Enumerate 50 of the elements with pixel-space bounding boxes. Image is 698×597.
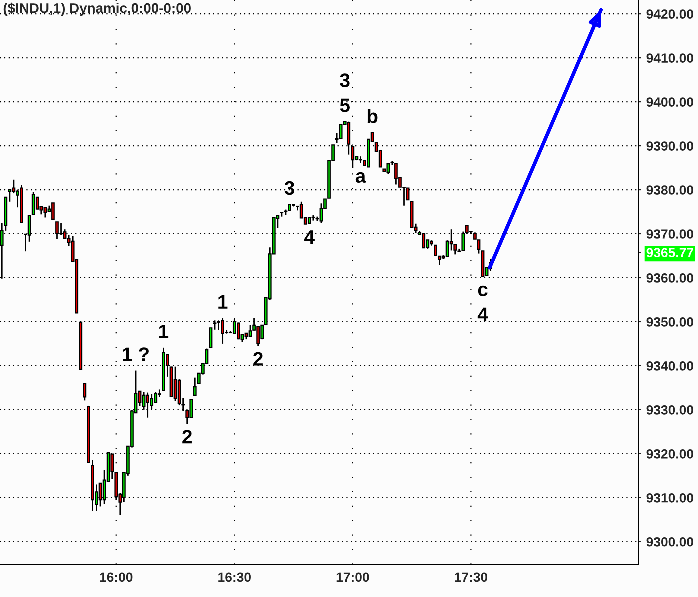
annotation: 4 [304, 230, 315, 244]
y-tick-label: 9320.00 [646, 449, 694, 459]
x-tick-label: 16:30 [218, 572, 251, 582]
annotation: 5 [340, 98, 350, 112]
annotation: 3 [340, 74, 350, 88]
annotation: 1 [160, 324, 169, 338]
y-tick-label: 9380.00 [646, 186, 694, 195]
x-tick-label: 16:00 [100, 572, 133, 582]
annotation: 4 [478, 308, 488, 322]
candlestick [260, 324, 264, 340]
candlestick [256, 326, 260, 347]
candlestick [394, 162, 398, 186]
annotation: c [478, 286, 488, 296]
candlestick [83, 383, 87, 402]
candlestick [217, 320, 220, 332]
candlestick [320, 202, 324, 224]
candlestick [52, 202, 55, 220]
y-tick-label: 9365.77 [646, 248, 694, 258]
annotation: 2 [182, 430, 192, 444]
y-tick-label: 9310.00 [646, 493, 694, 503]
annotation: a [356, 172, 366, 184]
y-tick-label: 9330.00 [646, 406, 694, 415]
y-tick-label: 9390.00 [646, 142, 694, 151]
candlestick [32, 192, 36, 216]
candlestick [193, 377, 197, 396]
candlestick [44, 206, 48, 218]
y-tick-label: 9340.00 [646, 362, 694, 371]
y-tick-label: 9370.00 [646, 230, 694, 239]
candlestick [386, 163, 390, 175]
candlestick [446, 240, 450, 258]
y-tick-label: 9420.00 [646, 10, 694, 19]
candlestick [248, 324, 252, 338]
y-tick-label: 9360.00 [646, 274, 694, 283]
annotation: 1 [218, 295, 228, 309]
annotation: 2 [254, 352, 263, 366]
candlestick [339, 124, 343, 140]
annotation: b [368, 109, 378, 124]
chart-title: ($INDU,1) Dynamic,0:00-0:00 [4, 2, 191, 16]
annotation: 1 ? [123, 348, 149, 362]
candlestick [434, 244, 438, 257]
annotation: 3 [284, 181, 294, 196]
candlestick [221, 318, 225, 345]
x-tick-label: 17:30 [455, 572, 488, 582]
y-tick-label: 9400.00 [646, 98, 694, 107]
candlestick [209, 328, 213, 348]
y-tick-label: 9350.00 [646, 318, 694, 327]
x-tick-label: 17:00 [336, 572, 370, 582]
y-tick-label: 9410.00 [646, 54, 694, 63]
y-tick-label: 9300.00 [646, 537, 694, 547]
candlestick [174, 366, 178, 402]
